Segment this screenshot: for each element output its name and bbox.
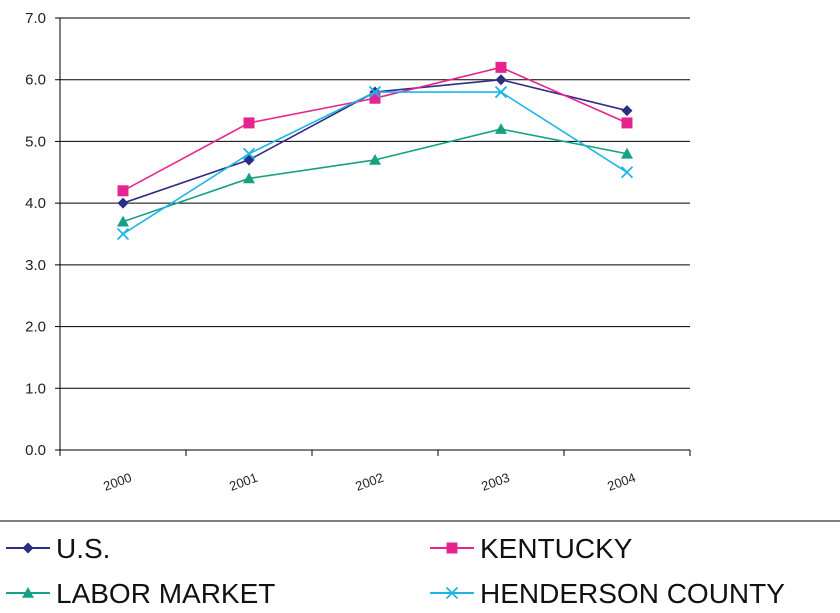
y-tick-label: 7.0 <box>25 10 46 27</box>
data-point <box>621 117 633 129</box>
legend-label: U.S. <box>56 533 110 564</box>
x-tick-label: 2003 <box>479 470 511 494</box>
data-point <box>368 85 382 99</box>
data-point <box>243 117 255 129</box>
series-henderson-county <box>116 85 634 241</box>
series-group <box>116 61 634 241</box>
data-point <box>620 166 634 179</box>
legend-label: KENTUCKY <box>480 533 633 564</box>
x-tick-label: 2001 <box>227 470 259 494</box>
data-point <box>495 74 507 86</box>
legend-label: LABOR MARKET <box>56 578 275 609</box>
data-point <box>369 153 381 165</box>
x-tick-label: 2002 <box>353 470 385 494</box>
data-point <box>494 85 508 99</box>
legend-marker <box>446 542 458 554</box>
y-tick-label: 3.0 <box>25 257 46 274</box>
data-point <box>117 215 129 227</box>
series-labor-market <box>117 123 633 227</box>
series-line <box>122 128 628 223</box>
data-point <box>495 123 507 134</box>
x-axis-ticks: 2000 2001 2002 2003 2004 <box>59 450 691 494</box>
x-tick-label: 2004 <box>605 470 637 494</box>
legend-marker <box>22 542 34 554</box>
data-point <box>116 227 130 241</box>
data-point <box>243 172 255 184</box>
y-tick-label: 4.0 <box>25 195 46 212</box>
data-point <box>117 197 129 209</box>
legend-label: HENDERSON COUNTY <box>480 578 785 609</box>
data-point <box>495 61 507 73</box>
legend-item: U.S. <box>6 533 110 564</box>
data-point <box>242 147 256 160</box>
y-tick-label: 5.0 <box>25 133 46 150</box>
data-point <box>369 92 381 104</box>
legend-marker <box>445 586 459 600</box>
y-tick-label: 2.0 <box>25 319 46 336</box>
axes <box>59 18 690 451</box>
data-point <box>621 105 633 117</box>
legend-item: LABOR MARKET <box>6 578 275 609</box>
legend-item: HENDERSON COUNTY <box>430 578 785 609</box>
y-axis-ticks: 0.0 1.0 2.0 3.0 4.0 5.0 6.0 7.0 <box>25 10 60 459</box>
data-point <box>117 185 129 197</box>
y-tick-label: 6.0 <box>25 72 46 89</box>
y-tick-label: 0.0 <box>25 442 46 459</box>
y-tick-label: 1.0 <box>25 380 46 397</box>
legend-item: KENTUCKY <box>430 533 633 564</box>
x-tick-label: 2000 <box>101 470 133 494</box>
gridlines <box>60 17 690 389</box>
legend: U.S. KENTUCKY LABOR MARKET HENDERSON COUNTY <box>0 520 840 609</box>
legend-marker <box>22 587 34 598</box>
series-line <box>122 66 628 192</box>
series-kentucky <box>117 61 633 197</box>
data-point <box>621 147 633 159</box>
